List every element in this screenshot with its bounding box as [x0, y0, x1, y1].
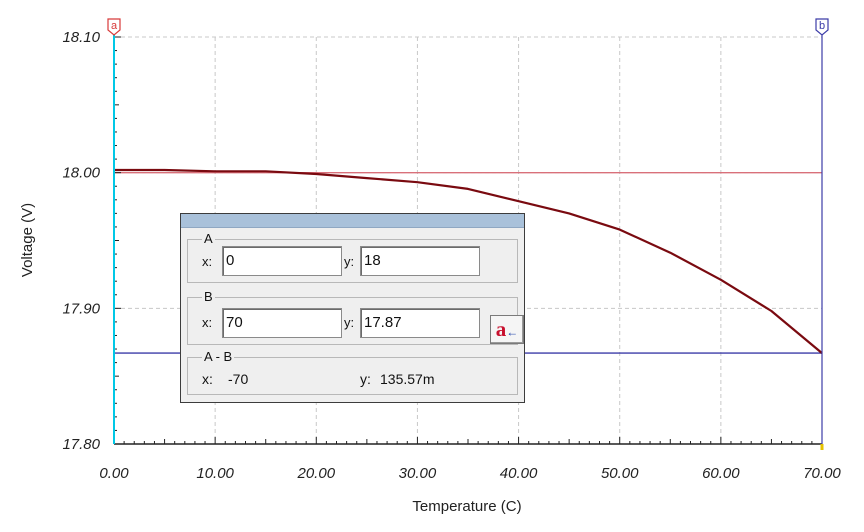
cursor-a-y-label: y:	[344, 254, 355, 269]
cursor-b-x-label: x:	[202, 315, 213, 330]
cursor-a-flag[interactable]	[107, 18, 121, 36]
y-tick-label: 18.10	[62, 29, 100, 46]
swap-cursor-button[interactable]: a←	[490, 315, 524, 344]
cursor-a-x-label: x:	[202, 254, 213, 269]
cursor-readout-dialog[interactable]: A x: 0 y: 18 B x: 70 y: 17.87 a← A - B x…	[180, 213, 525, 403]
y-tick-label: 18.00	[62, 165, 100, 182]
cursor-diff-group-label: A - B	[202, 349, 235, 364]
x-tick-label: 0.00	[99, 465, 129, 482]
series-line-0	[114, 168, 823, 354]
x-tick-label: 10.00	[196, 465, 234, 482]
dialog-titlebar[interactable]	[181, 214, 524, 228]
cursor-a-group-label: A	[202, 231, 215, 246]
x-tick-label: 50.00	[601, 465, 639, 482]
y-tick-label: 17.90	[62, 300, 100, 317]
cursor-b-group: B x: 70 y: 17.87 a←	[187, 290, 524, 345]
cursor-diff-y-label: y:	[360, 371, 371, 387]
y-tick-label: 17.80	[62, 436, 100, 453]
cursor-b-y-field[interactable]: 17.87	[360, 308, 480, 338]
x-axis-title: Temperature (C)	[412, 498, 521, 515]
cursor-b-flag[interactable]	[815, 18, 829, 36]
cursor-a-flag-label: a	[111, 20, 118, 32]
x-tick-label: 30.00	[399, 465, 437, 482]
cursor-b-y-label: y:	[344, 315, 355, 330]
x-tick-label: 60.00	[702, 465, 740, 482]
cursor-a-glyph: a	[495, 317, 507, 341]
y-axis-title: Voltage (V)	[19, 203, 36, 277]
tick-labels: 0.00 10.00 20.00 30.00 40.00 50.00 60.00 70.00 1…	[62, 29, 841, 482]
cursor-a-x-field[interactable]: 0	[222, 246, 342, 276]
cursor-b-flag-label: b	[819, 20, 825, 32]
cursor-a-y-field[interactable]: 18	[360, 246, 480, 276]
x-tick-label: 40.00	[500, 465, 538, 482]
arrow-left-icon: ←	[506, 325, 519, 339]
cursor-b-group-label: B	[202, 289, 215, 304]
x-tick-label: 70.00	[803, 465, 841, 482]
cursor-a-group: A x: 0 y: 18	[187, 232, 518, 283]
cursor-diff-y-value: 135.57m	[380, 371, 435, 387]
x-tick-label: 20.00	[297, 465, 336, 482]
cursor-diff-x-value: -70	[228, 371, 249, 387]
cursor-diff-group: A - B x: -70 y: 135.57m	[187, 350, 518, 395]
cursor-b-x-field[interactable]: 70	[222, 308, 342, 338]
cursor-diff-x-label: x:	[202, 371, 213, 387]
series	[114, 168, 823, 354]
